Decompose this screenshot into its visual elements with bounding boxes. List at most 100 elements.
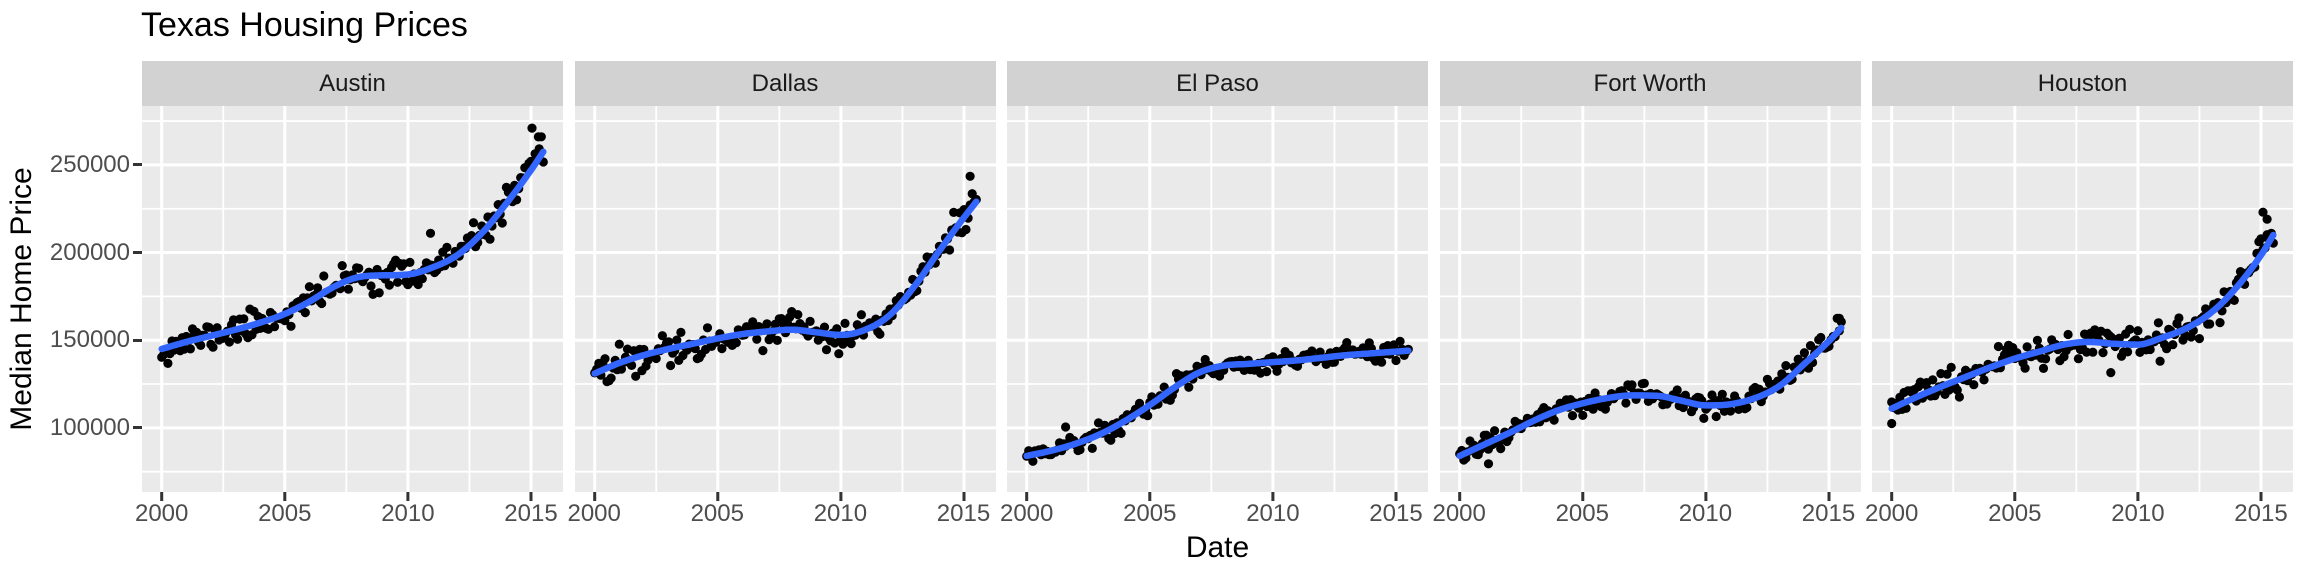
data-point [208, 342, 218, 352]
data-point [304, 282, 314, 292]
data-point [1711, 411, 1721, 422]
data-point [614, 339, 624, 349]
data-point-outlier [1887, 418, 1897, 429]
data-point [1028, 456, 1038, 466]
x-tick-label: 2010 [1246, 500, 1300, 527]
data-point [819, 322, 829, 332]
data-point [224, 337, 234, 347]
data-point [233, 334, 243, 344]
data-point [1954, 392, 1964, 402]
data-point [2125, 324, 2135, 334]
data-point [663, 337, 673, 347]
facet-plot-austin [142, 106, 563, 501]
smooth-trend-line [1888, 231, 2277, 412]
facet-plot-el-paso [1007, 106, 1428, 501]
data-point [1717, 389, 1727, 399]
smooth-trend-line [158, 148, 547, 353]
y-tick-mark [133, 338, 142, 342]
x-tick-label: 2005 [1988, 500, 2042, 527]
data-point [1698, 413, 1708, 423]
data-point [1307, 346, 1317, 356]
data-point [2229, 295, 2239, 305]
data-point [212, 323, 222, 333]
x-tick-label: 2015 [1369, 500, 1423, 527]
x-tick-label: 2015 [936, 500, 991, 527]
data-point [805, 316, 815, 326]
data-point [1672, 385, 1682, 395]
data-point [1993, 341, 2003, 352]
y-tick-label: 250000 [49, 150, 130, 178]
data-point [163, 358, 173, 368]
facet-strip-fort-worth: Fort Worth [1439, 61, 1861, 106]
data-point [2020, 363, 2030, 373]
facet-plot-houston [1872, 106, 2293, 501]
data-point [1725, 406, 1735, 416]
facet-strip-dallas: Dallas [574, 61, 996, 106]
data-point [2038, 363, 2049, 373]
data-point [1815, 332, 1825, 343]
y-tick-mark [133, 251, 142, 255]
data-point [1620, 398, 1630, 408]
data-point [751, 334, 761, 344]
smooth-trend-line [1023, 347, 1412, 460]
x-tick-label: 2010 [813, 500, 868, 527]
data-point [286, 321, 296, 331]
data-point [319, 271, 329, 281]
data-point [343, 284, 353, 294]
y-tick-label: 200000 [49, 238, 130, 266]
data-point-outlier [1834, 313, 1844, 323]
data-point [1780, 361, 1790, 371]
data-point [1590, 388, 1600, 398]
data-point-outlier [1483, 459, 1493, 469]
y-tick-mark [133, 426, 142, 430]
data-point [665, 360, 675, 371]
data-point [599, 354, 610, 364]
data-point [757, 346, 767, 356]
x-tick-label: 2015 [504, 500, 558, 527]
data-point [1395, 336, 1405, 346]
data-point [1567, 411, 1577, 421]
data-point-outlier [527, 123, 537, 133]
data-point [1799, 348, 1809, 358]
data-point [2073, 354, 2083, 364]
y-axis-title: Median Home Price [5, 167, 38, 431]
data-point [821, 345, 831, 355]
data-point [2063, 329, 2073, 340]
facet-strip-houston: Houston [1872, 61, 2293, 106]
facet-plot-dallas [574, 106, 996, 501]
data-point [626, 360, 636, 370]
data-point-outlier [2262, 214, 2272, 224]
data-point [239, 314, 249, 324]
data-point [833, 349, 843, 359]
data-point [856, 310, 866, 320]
x-tick-label: 2005 [258, 500, 312, 527]
data-point [1489, 426, 1499, 436]
data-point [829, 338, 839, 348]
x-tick-label: 2000 [567, 500, 621, 527]
data-point [1495, 444, 1505, 454]
data-point [1377, 357, 1387, 367]
data-point [2215, 318, 2225, 328]
data-point [1116, 428, 1126, 438]
facet-strip-austin: Austin [142, 61, 563, 106]
data-point [2022, 342, 2032, 352]
data-point [2123, 347, 2133, 357]
y-tick-mark [133, 163, 142, 167]
data-point [1087, 443, 1097, 453]
data-point [1075, 445, 1085, 455]
data-point [1969, 380, 1979, 390]
data-point [792, 310, 802, 320]
data-point [2145, 344, 2155, 355]
data-point [1577, 410, 1587, 420]
data-point [300, 308, 310, 318]
data-point [393, 277, 403, 287]
x-tick-label: 2010 [381, 500, 435, 527]
data-point [1706, 390, 1717, 400]
data-point [2174, 313, 2184, 323]
data-point [354, 263, 364, 273]
data-point [731, 338, 741, 348]
data-point [1639, 378, 1649, 388]
data-point [405, 257, 415, 267]
data-point [442, 242, 452, 252]
data-point [839, 318, 850, 328]
